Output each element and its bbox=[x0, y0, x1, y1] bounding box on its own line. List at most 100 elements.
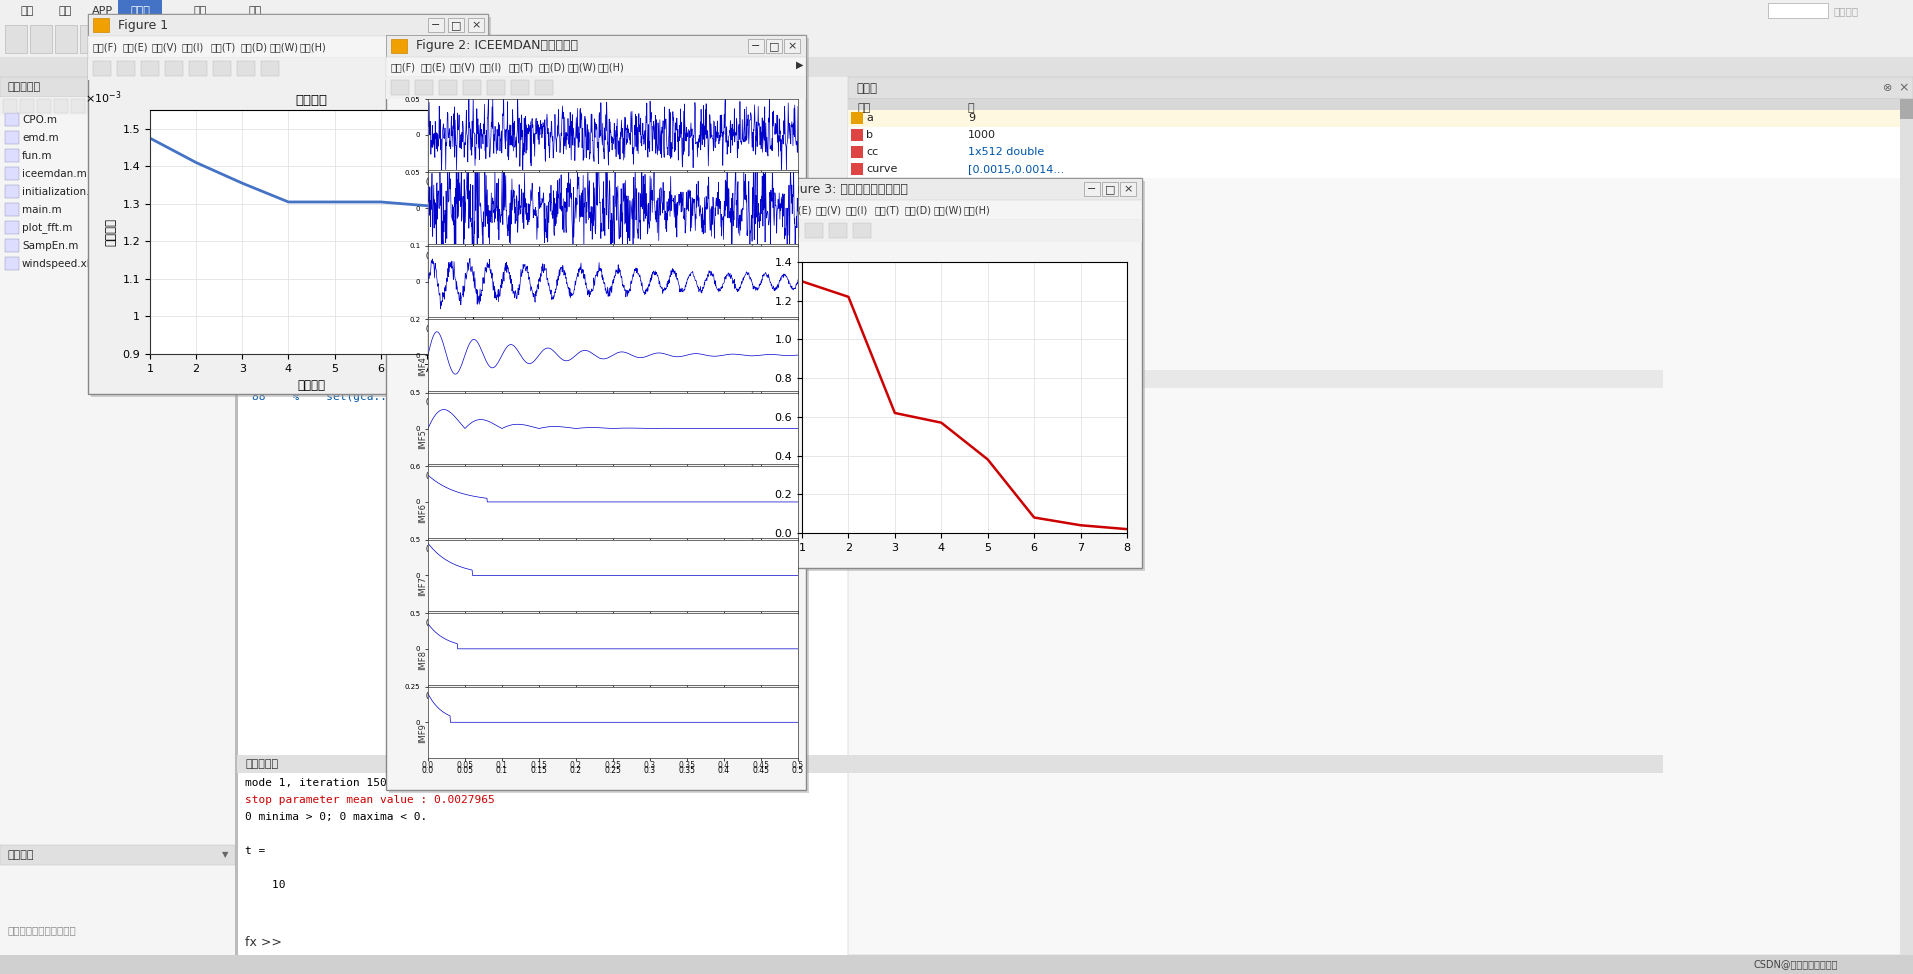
Text: 0.5: 0.5 bbox=[792, 761, 803, 769]
Y-axis label: 适应度值: 适应度值 bbox=[103, 218, 117, 246]
Bar bbox=[71, 99, 84, 113]
Text: 0 minima > 0; 0 maxima < 0.: 0 minima > 0; 0 maxima < 0. bbox=[245, 812, 427, 822]
Text: 插入(I): 插入(I) bbox=[480, 62, 501, 72]
Text: [0.0015,0.0014...: [0.0015,0.0014... bbox=[968, 164, 1064, 174]
Text: −: − bbox=[752, 41, 761, 51]
Text: Figure 3: 各分量样本熵结果图: Figure 3: 各分量样本熵结果图 bbox=[782, 182, 909, 196]
Bar bbox=[4, 99, 17, 113]
Text: −: − bbox=[430, 20, 440, 30]
Bar bbox=[448, 18, 465, 32]
Text: ▶: ▶ bbox=[796, 60, 803, 70]
Text: $\times10^{-3}$: $\times10^{-3}$ bbox=[86, 90, 122, 106]
Text: 查看(V): 查看(V) bbox=[817, 205, 842, 215]
Bar bbox=[429, 18, 444, 32]
Bar bbox=[847, 127, 1913, 144]
Bar bbox=[6, 167, 19, 180]
Text: ▼: ▼ bbox=[222, 83, 228, 92]
Bar bbox=[0, 77, 235, 97]
Bar bbox=[88, 14, 488, 36]
Text: 名称: 名称 bbox=[859, 103, 870, 113]
Bar bbox=[54, 99, 69, 113]
Bar bbox=[237, 370, 1662, 388]
Text: plot_fft.m: plot_fft.m bbox=[23, 222, 73, 234]
Bar bbox=[438, 80, 457, 95]
Text: IMF3: IMF3 bbox=[419, 282, 427, 303]
Text: 桌面(D): 桌面(D) bbox=[241, 42, 268, 52]
Bar bbox=[851, 129, 863, 141]
Bar bbox=[94, 18, 109, 32]
Text: 87    %    ylabel([: 87 % ylabel([ bbox=[253, 374, 381, 384]
Bar bbox=[237, 755, 1662, 773]
Bar bbox=[1900, 99, 1913, 119]
Bar bbox=[0, 845, 235, 865]
Text: 当前文件夹: 当前文件夹 bbox=[8, 82, 40, 92]
Bar bbox=[748, 39, 763, 53]
Bar bbox=[6, 113, 19, 126]
Text: CPO.m: CPO.m bbox=[23, 115, 57, 125]
Bar bbox=[212, 61, 231, 76]
Text: □: □ bbox=[769, 41, 779, 51]
Text: 插入(I): 插入(I) bbox=[182, 42, 205, 52]
Bar bbox=[237, 755, 1662, 955]
Bar bbox=[386, 77, 805, 99]
Bar bbox=[88, 58, 488, 80]
Text: 文件(F): 文件(F) bbox=[390, 62, 415, 72]
Text: 1000: 1000 bbox=[968, 130, 997, 140]
Bar bbox=[851, 146, 863, 158]
Text: 工具(T): 工具(T) bbox=[509, 62, 534, 72]
Text: 桌面(D): 桌面(D) bbox=[905, 205, 932, 215]
Bar bbox=[756, 181, 1146, 571]
Bar bbox=[0, 77, 235, 955]
Bar bbox=[1085, 182, 1100, 196]
Text: 查看(V): 查看(V) bbox=[151, 42, 178, 52]
Text: 0.35: 0.35 bbox=[679, 761, 696, 769]
Text: 0.2: 0.2 bbox=[570, 761, 582, 769]
Bar bbox=[0, 57, 1913, 77]
Bar bbox=[388, 38, 809, 793]
Text: 工作区: 工作区 bbox=[855, 82, 876, 94]
Text: Figure 1: Figure 1 bbox=[119, 19, 168, 31]
Bar bbox=[0, 22, 1913, 57]
Text: 帮助(H): 帮助(H) bbox=[597, 62, 624, 72]
Text: APP: APP bbox=[92, 6, 113, 16]
Bar bbox=[119, 0, 163, 22]
Text: 0.45: 0.45 bbox=[752, 761, 769, 769]
Text: 帮助(H): 帮助(H) bbox=[964, 205, 991, 215]
Bar bbox=[847, 99, 1913, 117]
Text: emd.m: emd.m bbox=[23, 133, 59, 143]
Bar bbox=[853, 223, 870, 238]
Text: stop parameter mean value : 0.0027965: stop parameter mean value : 0.0027965 bbox=[245, 795, 495, 805]
Text: CSDN@机器学习深度学习: CSDN@机器学习深度学习 bbox=[1752, 959, 1838, 969]
Text: 文件(F): 文件(F) bbox=[758, 205, 782, 215]
Text: 0.25: 0.25 bbox=[605, 761, 622, 769]
Bar bbox=[6, 203, 19, 216]
Bar bbox=[1102, 182, 1117, 196]
Bar bbox=[847, 161, 1913, 178]
Text: 帮助(H): 帮助(H) bbox=[300, 42, 327, 52]
Text: □: □ bbox=[1104, 184, 1115, 194]
Bar bbox=[390, 39, 407, 53]
Bar bbox=[752, 200, 1142, 220]
Bar bbox=[1768, 3, 1829, 18]
Bar bbox=[237, 61, 254, 76]
Text: IMF5: IMF5 bbox=[419, 430, 427, 449]
Bar bbox=[758, 182, 773, 196]
Bar bbox=[752, 220, 1142, 242]
Text: ▼: ▼ bbox=[222, 850, 228, 859]
Bar bbox=[847, 99, 1913, 955]
Text: 发布: 发布 bbox=[193, 6, 207, 16]
Text: initialization.m: initialization.m bbox=[23, 187, 99, 197]
Text: 窗口(W): 窗口(W) bbox=[270, 42, 298, 52]
Text: 编辑(E): 编辑(E) bbox=[786, 205, 811, 215]
Bar bbox=[117, 61, 136, 76]
Bar bbox=[1119, 182, 1136, 196]
Bar bbox=[237, 370, 1662, 755]
Bar bbox=[122, 99, 136, 113]
Text: 详细信息: 详细信息 bbox=[8, 850, 34, 860]
Text: ⊗: ⊗ bbox=[1882, 83, 1892, 93]
Text: cc: cc bbox=[867, 147, 878, 157]
Bar bbox=[781, 223, 800, 238]
Bar bbox=[92, 17, 492, 397]
Text: 搜索文档: 搜索文档 bbox=[1833, 6, 1858, 16]
Bar bbox=[390, 80, 409, 95]
